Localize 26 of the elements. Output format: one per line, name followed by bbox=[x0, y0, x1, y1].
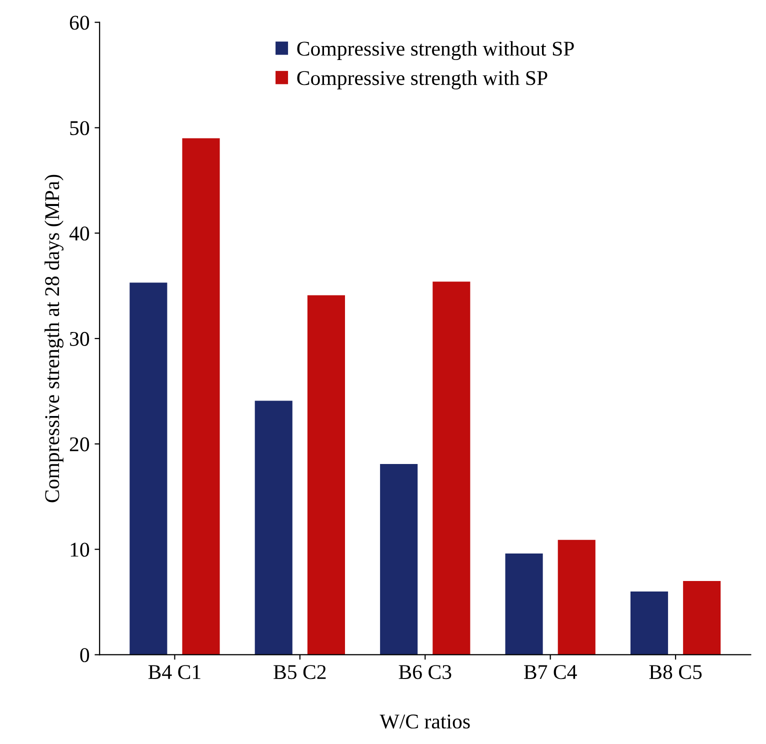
legend-label: Compressive strength with SP bbox=[297, 70, 548, 90]
bar bbox=[432, 282, 470, 655]
bar bbox=[683, 580, 721, 655]
bar bbox=[182, 138, 220, 655]
y-tick-label: 0 bbox=[80, 648, 90, 662]
x-tick-label: B8 C5 bbox=[649, 665, 702, 680]
x-tick-label: B6 C3 bbox=[398, 665, 452, 680]
y-tick-label: 60 bbox=[70, 16, 90, 30]
y-tick-label: 40 bbox=[69, 226, 90, 241]
x-tick-label: B5 C2 bbox=[274, 665, 326, 680]
y-tick-label: 30 bbox=[70, 332, 90, 346]
y-axis-title: Compressive strength at 28 days (MPa) bbox=[44, 174, 64, 502]
bar bbox=[380, 464, 418, 655]
bar bbox=[307, 295, 345, 655]
x-axis-title: W/C ratios bbox=[380, 714, 470, 729]
y-tick-label: 50 bbox=[70, 121, 90, 136]
y-tick-label: 10 bbox=[70, 542, 90, 557]
y-tick-label: 20 bbox=[70, 437, 90, 452]
bar bbox=[505, 554, 543, 655]
bar bbox=[130, 282, 168, 655]
legend-label: Compressive strength without SP bbox=[297, 41, 574, 60]
bar bbox=[558, 540, 596, 655]
bar bbox=[254, 400, 292, 655]
x-tick-label: B7 C4 bbox=[524, 665, 577, 680]
x-tick-label: B4 C1 bbox=[148, 665, 200, 680]
bar bbox=[630, 591, 668, 655]
